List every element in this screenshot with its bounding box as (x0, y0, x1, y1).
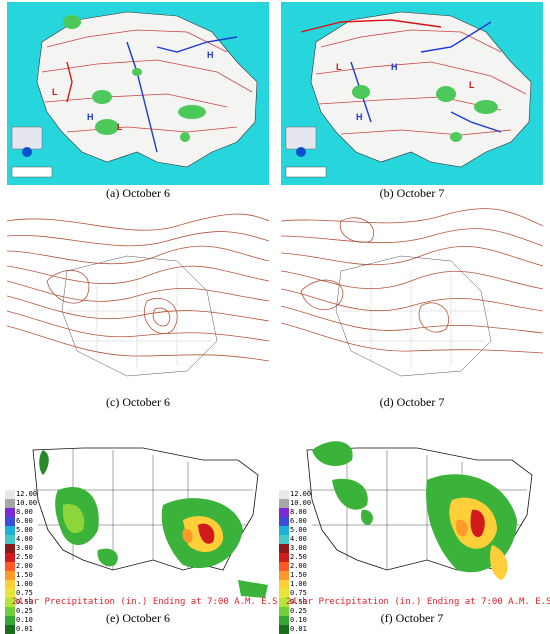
contour-map-c (7, 201, 269, 391)
legend-swatch (279, 508, 289, 517)
legend-swatch (279, 562, 289, 571)
precip-title-e: 24-hr Precipitation (in.) Ending at 7:00… (12, 597, 294, 607)
legend-swatch (5, 499, 15, 508)
legend-swatch (5, 625, 15, 634)
low-pressure-label: L (52, 87, 58, 97)
legend-swatch (5, 571, 15, 580)
caption-e: (e) October 6 (106, 611, 170, 625)
legend-swatch (279, 553, 289, 562)
legend-swatch (5, 508, 15, 517)
precip-map-f (277, 420, 547, 605)
legend-swatch (5, 544, 15, 553)
legend-swatch (5, 562, 15, 571)
legend-swatch (279, 580, 289, 589)
legend-swatch (5, 490, 15, 499)
legend-swatch (279, 607, 289, 616)
panel-c-upper-air-oct6 (7, 201, 269, 391)
high-pressure-label: H (87, 112, 94, 122)
legend-swatch (5, 616, 15, 625)
panel-f-precip-oct7: 12.00 10.00 8.00 6.00 5.00 4.00 3.00 2.50 2.00… (277, 420, 547, 634)
legend-swatch (5, 553, 15, 562)
panel-b-surface-oct7: H H L L (281, 2, 543, 185)
legend-swatch (5, 526, 15, 535)
high-pressure-label: H (207, 50, 214, 60)
precip-legend-labels: 12.00 10.00 8.00 6.00 5.00 4.00 3.00 2.50 2.00… (16, 490, 38, 633)
panel-d-upper-air-oct7 (281, 201, 543, 391)
legend-swatch (279, 535, 289, 544)
legend-swatch (279, 490, 289, 499)
caption-d: (d) October 7 (379, 395, 445, 409)
caption-b: (b) October 7 (379, 186, 445, 200)
legend-swatch (5, 607, 15, 616)
legend-swatch (5, 517, 15, 526)
legend-swatch (279, 616, 289, 625)
caption-f: (f) October 7 (380, 611, 444, 625)
legend-swatch (279, 517, 289, 526)
legend-swatch (279, 544, 289, 553)
caption-a: (a) October 6 (106, 186, 170, 200)
legend-swatch (279, 625, 289, 634)
high-pressure-label: H (391, 62, 398, 72)
legend-swatch (5, 589, 15, 598)
contour-map-d (281, 201, 543, 391)
low-pressure-label: L (336, 62, 342, 72)
precip-map-e (3, 420, 273, 605)
high-pressure-label: H (356, 112, 363, 122)
legend-swatch (279, 526, 289, 535)
panel-a-surface-oct6: H H L L (7, 2, 269, 185)
legend-swatch (279, 571, 289, 580)
panel-e-precip-oct6: 12.00 10.00 8.00 6.00 5.00 4.00 3.00 2.50 2.00… (3, 420, 273, 634)
legend-swatch (5, 535, 15, 544)
legend-swatch (279, 598, 289, 607)
caption-c: (c) October 6 (106, 395, 170, 409)
low-pressure-label: L (469, 80, 475, 90)
surface-map-a (7, 2, 269, 185)
low-pressure-label: L (117, 122, 123, 132)
precip-legend-labels: 12.00 10.00 8.00 6.00 5.00 4.00 3.00 2.50 2.00… (290, 490, 312, 633)
legend-swatch (5, 598, 15, 607)
legend-swatch (5, 580, 15, 589)
legend-swatch (279, 589, 289, 598)
legend-swatch (279, 499, 289, 508)
precip-legend (279, 490, 289, 634)
precip-title-f: 24-hr Precipitation (in.) Ending at 7:00… (286, 597, 550, 607)
precip-legend (5, 490, 15, 634)
surface-map-b (281, 2, 543, 185)
